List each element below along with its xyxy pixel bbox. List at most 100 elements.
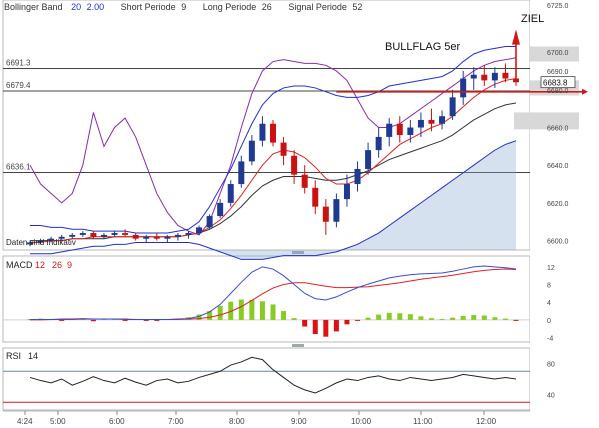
price-tick: 6700.0	[547, 50, 569, 57]
level-label: 6679.4	[6, 81, 31, 90]
candle-body	[217, 202, 224, 217]
candle-body	[69, 234, 76, 237]
axis-background	[530, 0, 599, 410]
bb-deviation: 2.00	[86, 2, 105, 12]
candle-body	[491, 72, 498, 81]
candle-body	[343, 184, 350, 200]
time-tick-label: 12:00	[476, 417, 497, 426]
candle-body	[449, 97, 456, 117]
macd-histogram-bar	[365, 317, 371, 320]
macd-histogram-bar	[90, 319, 96, 322]
level-label: 6691.3	[6, 59, 31, 68]
macd-histogram-bar	[270, 304, 276, 320]
macd-param-slow: 26	[52, 260, 62, 270]
candle-body	[227, 184, 234, 203]
macd-param-fast: 12	[35, 260, 45, 270]
macd-histogram-bar	[143, 319, 149, 321]
line-bb-mid	[30, 102, 517, 242]
ziel-arrowhead	[512, 29, 520, 45]
price-tick: 6660.0	[547, 126, 569, 133]
signal-label: Signal Periode	[288, 2, 347, 12]
price-tick: 6680.0	[547, 88, 569, 95]
candle-body	[502, 72, 509, 79]
candle-body	[90, 233, 97, 237]
macd-line	[30, 265, 517, 320]
candle-body	[122, 233, 129, 235]
candle-body	[143, 236, 150, 239]
line-bb-upper	[30, 45, 516, 234]
macd-tick: -4	[547, 336, 553, 343]
short-value: 9	[181, 2, 187, 12]
candle-body	[37, 240, 44, 243]
candle-body	[132, 234, 139, 239]
macd-histogram-bar	[302, 319, 308, 327]
macd-histogram-bar	[439, 319, 445, 321]
macd-tick: 12	[547, 265, 555, 272]
candle-body	[365, 150, 372, 169]
time-tick-label: 6:00	[109, 417, 125, 426]
candle-body	[280, 142, 287, 156]
macd-histogram-bar	[344, 319, 350, 325]
candle-body	[196, 227, 203, 234]
macd-histogram-bar	[355, 319, 361, 321]
short-label: Short Periode	[120, 2, 176, 12]
macd-histogram-bar	[418, 316, 424, 320]
last-price-label: 6683.8	[543, 79, 568, 88]
candle-body	[407, 127, 414, 136]
rsi-param: 14	[28, 351, 38, 361]
time-tick-label: 11:00	[413, 417, 433, 426]
macd-histogram-bar	[460, 315, 466, 320]
candle-body	[333, 199, 340, 222]
long-label: Long Periode	[202, 2, 257, 12]
macd-histogram-bar	[122, 319, 128, 321]
rsi-title: RSI	[6, 351, 21, 361]
macd-histogram-bar	[397, 313, 403, 320]
macd-histogram-bar	[281, 311, 287, 320]
time-tick-label: 8:00	[229, 417, 245, 426]
macd-histogram-bar	[249, 300, 255, 320]
pattern-annotation: BULLFLAG 5er	[385, 41, 461, 53]
time-tick-label: 4:24	[17, 417, 33, 426]
candle-body	[312, 187, 319, 207]
macd-histogram-bar	[59, 319, 65, 321]
candle-body	[100, 234, 107, 237]
line-ma-short	[30, 78, 517, 243]
time-tick-label: 9:00	[291, 417, 307, 426]
signal-value: 52	[352, 2, 363, 12]
macd-histogram-bar	[259, 301, 265, 320]
macd-histogram-bar	[217, 305, 223, 320]
macd-histogram-bar	[502, 318, 508, 320]
time-tick-label: 10:00	[351, 417, 372, 426]
candle-body	[386, 123, 393, 137]
macd-histogram-bar	[238, 299, 244, 320]
candle-body	[439, 116, 446, 124]
rsi-panel	[2, 347, 531, 411]
macd-histogram-bar	[333, 319, 339, 332]
macd-histogram-bar	[386, 312, 392, 320]
panel-splitter-handle	[292, 344, 304, 347]
macd-panel	[2, 255, 531, 343]
bb-label: Bollinger Band	[4, 2, 63, 12]
macd-histogram-bar	[323, 319, 329, 337]
candle-body	[481, 74, 488, 81]
candle-body	[238, 161, 245, 185]
candle-body	[48, 238, 55, 241]
macd-histogram-bar	[291, 318, 297, 320]
macd-histogram-bar	[376, 314, 382, 320]
candle-body	[58, 236, 65, 239]
candle-body	[396, 123, 403, 136]
target-annotation: ZIEL	[521, 13, 544, 25]
candle-body	[111, 233, 118, 235]
candle-body	[354, 168, 361, 185]
candle-body	[460, 78, 467, 98]
candle-body	[206, 216, 213, 228]
candle-body	[153, 236, 160, 239]
macd-histogram-bar	[471, 315, 477, 320]
price-tick: 6620.0	[547, 201, 569, 208]
macd-param-signal: 9	[67, 260, 72, 270]
price-tick: 6725.0	[547, 3, 569, 10]
target-zone-lower	[514, 112, 579, 130]
macd-title: MACD	[6, 260, 33, 270]
macd-histogram-bar	[513, 319, 519, 321]
